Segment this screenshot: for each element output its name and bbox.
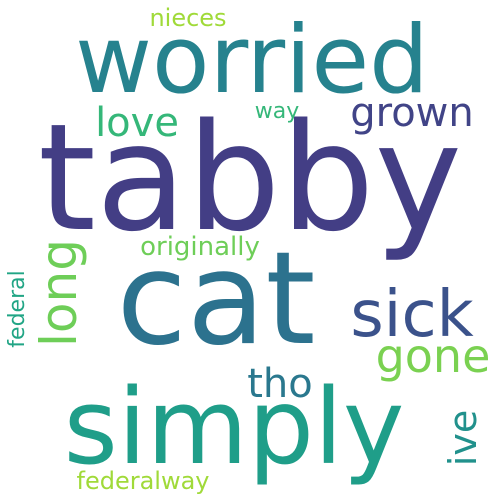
word-federalway: federalway xyxy=(76,467,210,495)
word-ive: ive xyxy=(441,409,485,467)
word-simply: simply xyxy=(63,366,405,488)
word-gone: gone xyxy=(375,329,491,383)
word-grown: grown xyxy=(350,90,474,136)
word-sick: sick xyxy=(350,278,474,352)
word-worried: worried xyxy=(75,6,429,115)
word-nieces: nieces xyxy=(149,4,227,32)
word-federal: federal xyxy=(5,270,30,348)
word-love: love xyxy=(95,100,179,146)
word-originally: originally xyxy=(140,232,260,262)
word-long: long xyxy=(30,239,88,347)
word-tho: tho xyxy=(247,361,313,407)
word-cat: cat xyxy=(116,225,316,374)
word-tabby: tabby xyxy=(37,92,463,264)
word-way: way xyxy=(254,99,300,124)
